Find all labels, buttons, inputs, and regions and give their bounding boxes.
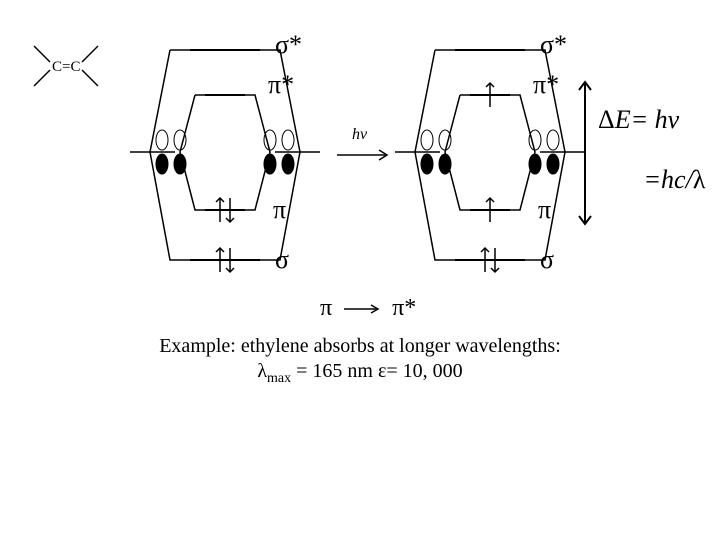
equation-hc: =hc/: [624, 165, 693, 194]
caption-eq: = 165 nm: [291, 360, 378, 382]
left-sigma-label: σ: [275, 245, 289, 275]
delta-e-arrow: [575, 78, 595, 228]
equation-delta: Δ: [598, 105, 615, 134]
hv-arrow-label: hv: [352, 126, 367, 144]
ethylene-cc-text: C=C: [52, 59, 80, 75]
caption-lambda: λ: [257, 360, 267, 382]
equation-line1: ΔE= hv: [598, 105, 679, 135]
caption-max-sub: max: [267, 371, 291, 386]
transition-pistar: π*: [392, 295, 416, 321]
transition-arrow-icon: [342, 303, 382, 315]
right-sigma-label: σ: [540, 245, 554, 275]
right-sigma-star-label: σ*: [540, 30, 567, 60]
equation-lambda: λ: [693, 165, 706, 194]
right-pi-label: π: [538, 195, 551, 225]
right-pi-star-label: π*: [533, 70, 559, 100]
ethylene-structure: C=C: [28, 40, 104, 97]
caption-val: = 10, 000: [386, 360, 462, 382]
equation-line2: =hc/λ: [598, 135, 705, 225]
left-pi-label: π: [273, 195, 286, 225]
caption-line1: Example: ethylene absorbs at longer wave…: [0, 335, 720, 358]
left-sigma-star-label: σ*: [275, 30, 302, 60]
hv-arrow: [335, 145, 395, 165]
transition-pi: π: [320, 295, 332, 321]
left-pi-star-label: π*: [268, 70, 294, 100]
caption-line2: λmax = 165 nm ε= 10, 000: [0, 360, 720, 387]
equation-rest1: E= hv: [615, 105, 679, 134]
transition-label: π π*: [320, 295, 416, 322]
